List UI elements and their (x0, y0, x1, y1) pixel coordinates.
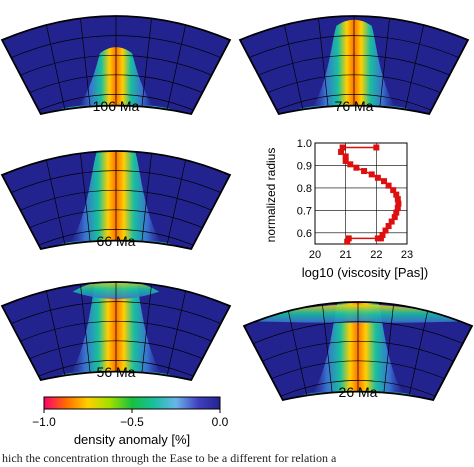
chart-xtick-label: 21 (340, 249, 352, 261)
viscosity-point (361, 168, 368, 175)
figure-caption-fragment: hich the concentration through the Ease … (2, 451, 337, 465)
grid-radial (403, 16, 431, 114)
grid-radial (319, 302, 334, 400)
viscosity-point (391, 214, 398, 221)
grid-radial (77, 16, 92, 114)
panel-age-label: 76 Ma (335, 98, 374, 114)
chart-ytick-label: 0.8 (297, 183, 312, 195)
grid-radial (39, 151, 67, 249)
grid-radial (382, 302, 397, 400)
colorbar-tick-label: 0.0 (212, 415, 229, 429)
grid-radial (165, 282, 193, 380)
viscosity-point (373, 144, 380, 151)
viscosity-point (347, 161, 354, 168)
viscosity-point (377, 235, 384, 242)
panel-age-label: 106 Ma (93, 98, 140, 114)
panel-outline (0, 281, 232, 382)
grid-radial (315, 16, 330, 114)
plume-panel: 26 Ma (242, 301, 474, 402)
grid-radial (407, 302, 435, 400)
chart-ytick-label: 0.6 (297, 228, 312, 240)
colorbar-tick-label: −1.0 (32, 415, 56, 429)
viscosity-point (381, 178, 387, 185)
chart-ytick-label: 0.7 (297, 205, 312, 217)
panel-outline (0, 15, 232, 116)
plume-panel: 56 Ma (0, 281, 232, 382)
viscosity-point (385, 223, 392, 230)
viscosity-point (342, 153, 349, 160)
viscosity-point (395, 200, 402, 207)
viscosity-profile-chart: normalized radius log10 (viscosity [Pas]… (264, 138, 428, 280)
viscosity-point (353, 164, 360, 171)
grid-radial (77, 282, 92, 380)
chart-plot-area (314, 142, 408, 245)
chart-ytick-label: 1.0 (297, 138, 312, 150)
grid-radial (140, 282, 155, 380)
chart-xtick-label: 20 (309, 249, 321, 261)
colorbar-tick-label: −0.5 (120, 415, 144, 429)
grid-radial (140, 16, 155, 114)
viscosity-point (379, 232, 386, 239)
plume-panel: 106 Ma (0, 15, 232, 116)
colorbar: −1.0 −0.5 0.0 density anomaly [%] (32, 396, 229, 447)
viscosity-point (368, 171, 375, 178)
viscosity-point (394, 205, 401, 212)
viscosity-point (385, 182, 392, 189)
colorbar-title: density anomaly [%] (74, 432, 190, 447)
grid-radial (39, 282, 67, 380)
panel-outline (238, 15, 470, 116)
plume-panel: 76 Ma (238, 15, 470, 116)
panel-outline (0, 150, 232, 251)
chart-xtick-label: 23 (401, 249, 413, 261)
chart-xtick-label: 22 (370, 249, 382, 261)
viscosity-point (374, 235, 381, 242)
viscosity-point (390, 187, 397, 194)
grid-radial (378, 16, 393, 114)
chart-ytick-label: 0.9 (297, 160, 312, 172)
panel-outline (242, 301, 474, 402)
colorbar-gradient (43, 396, 221, 410)
viscosity-point (382, 227, 389, 234)
grid-radial (77, 151, 92, 249)
colorbar-ticks: −1.0 −0.5 0.0 (32, 409, 229, 429)
plume-panel: 66 Ma (0, 150, 232, 251)
viscosity-point (345, 235, 352, 242)
viscosity-point (339, 144, 346, 151)
grid-radial (281, 302, 309, 400)
viscosity-point (374, 174, 381, 181)
grid-radial (39, 16, 67, 114)
panel-age-label: 26 Ma (339, 384, 378, 400)
viscosity-point (342, 157, 349, 164)
viscosity-point (393, 191, 400, 198)
panel-age-label: 66 Ma (97, 233, 136, 249)
viscosity-point (388, 218, 395, 225)
chart-xlabel: log10 (viscosity [Pas]) (302, 265, 428, 280)
viscosity-point (393, 209, 400, 216)
viscosity-point (394, 196, 401, 203)
viscosity-point (338, 148, 345, 155)
panel-age-label: 56 Ma (97, 364, 136, 380)
grid-radial (165, 16, 193, 114)
grid-radial (277, 16, 305, 114)
chart-ylabel: normalized radius (264, 148, 278, 243)
grid-radial (165, 151, 193, 249)
grid-radial (140, 151, 155, 249)
viscosity-point (344, 238, 351, 245)
